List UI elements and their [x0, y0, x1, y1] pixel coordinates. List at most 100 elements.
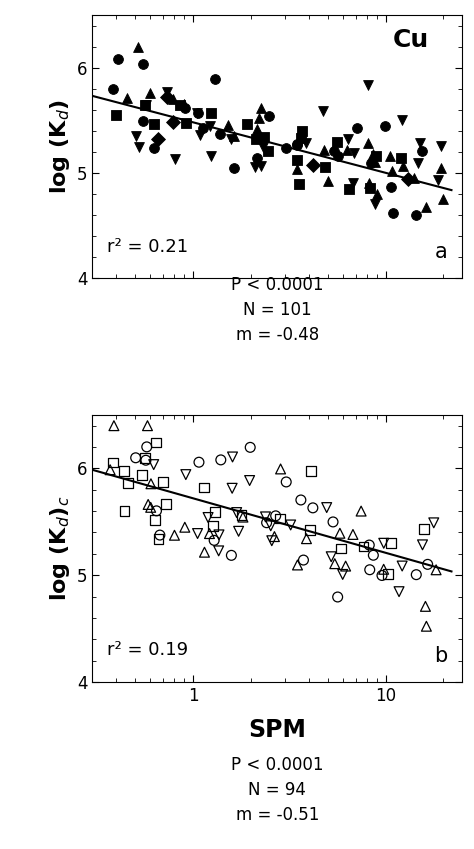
Point	[366, 181, 374, 194]
Point	[211, 72, 219, 86]
Point	[109, 456, 117, 469]
Point	[254, 151, 261, 165]
Point	[151, 513, 159, 526]
Point	[271, 530, 278, 543]
Point	[155, 132, 162, 145]
Point	[159, 475, 166, 489]
Point	[435, 173, 442, 187]
Point	[339, 568, 346, 582]
Text: Cu: Cu	[392, 28, 429, 52]
Point	[238, 509, 246, 522]
Point	[438, 161, 445, 175]
Point	[276, 512, 284, 526]
Point	[215, 528, 223, 542]
Point	[323, 501, 330, 514]
Point	[106, 463, 114, 476]
Point	[204, 511, 212, 525]
Point	[176, 98, 183, 112]
Point	[208, 149, 215, 163]
Point	[398, 559, 406, 573]
Point	[419, 538, 426, 552]
Point	[360, 540, 367, 554]
Point	[121, 504, 128, 518]
Y-axis label: log (K$_d$)$_c$: log (K$_d$)$_c$	[47, 496, 72, 601]
Point	[342, 559, 349, 573]
Point	[302, 136, 310, 149]
Point	[364, 137, 372, 150]
Point	[228, 481, 236, 495]
Point	[306, 523, 314, 537]
Point	[293, 162, 301, 176]
Point	[410, 171, 418, 185]
Point	[142, 453, 150, 467]
Point	[387, 537, 394, 550]
Point	[416, 137, 424, 150]
Point	[200, 481, 208, 494]
Point	[120, 464, 128, 478]
Point	[169, 93, 176, 106]
Point	[155, 532, 162, 546]
Point	[324, 174, 332, 188]
Point	[194, 106, 201, 120]
Point	[282, 141, 289, 155]
Point	[211, 505, 219, 519]
Point	[370, 548, 377, 562]
Point	[182, 116, 190, 130]
Point	[381, 119, 389, 132]
Point	[181, 520, 189, 534]
Point	[230, 161, 237, 175]
Point	[293, 138, 301, 151]
Point	[182, 468, 190, 481]
Point	[233, 506, 240, 520]
Point	[139, 58, 146, 71]
Text: SPM: SPM	[248, 718, 306, 742]
Point	[321, 160, 329, 174]
Point	[257, 160, 264, 173]
Point	[115, 53, 122, 66]
Point	[145, 498, 152, 511]
Point	[365, 538, 373, 552]
Point	[283, 475, 290, 489]
Text: b: b	[434, 646, 447, 666]
Point	[124, 92, 131, 105]
Point	[153, 504, 160, 518]
Point	[132, 130, 139, 143]
Point	[303, 531, 310, 545]
Point	[389, 206, 396, 220]
Point	[164, 91, 171, 104]
Point	[364, 79, 372, 93]
Point	[265, 109, 273, 122]
Point	[319, 104, 327, 118]
Point	[399, 159, 406, 172]
Point	[171, 528, 178, 542]
Point	[146, 87, 154, 100]
Point	[259, 140, 267, 154]
Point	[372, 149, 379, 163]
Point	[424, 558, 431, 571]
Point	[150, 117, 157, 131]
Point	[142, 98, 150, 112]
Point	[196, 128, 203, 142]
Point	[350, 176, 357, 189]
Point	[201, 545, 208, 559]
Point	[309, 158, 317, 171]
Point	[206, 119, 213, 132]
Text: r² = 0.19: r² = 0.19	[107, 641, 188, 660]
Point	[253, 132, 260, 145]
Point	[366, 563, 374, 576]
Point	[330, 144, 337, 158]
Point	[336, 526, 344, 540]
Point	[217, 453, 225, 467]
Text: r² = 0.21: r² = 0.21	[107, 238, 188, 256]
Point	[260, 130, 268, 143]
Point	[422, 599, 429, 613]
Point	[272, 509, 280, 523]
Point	[209, 519, 217, 532]
Point	[420, 522, 428, 536]
Point	[144, 419, 151, 432]
Point	[215, 544, 222, 558]
Point	[297, 493, 305, 507]
Point	[147, 501, 155, 514]
Point	[343, 143, 350, 157]
Point	[346, 183, 353, 196]
